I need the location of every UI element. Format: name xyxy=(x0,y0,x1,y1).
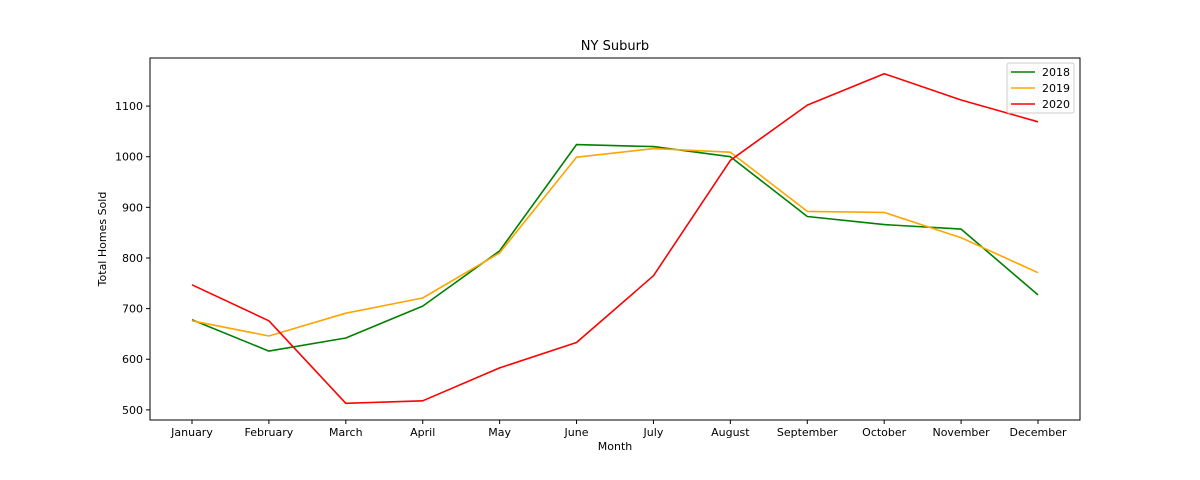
y-axis-label: Total Homes Sold xyxy=(96,192,109,288)
plot-frame xyxy=(149,57,1081,421)
x-tick-label: January xyxy=(170,426,213,439)
series-line-2018 xyxy=(191,143,1039,352)
series-line-2020 xyxy=(191,72,1039,405)
y-tick-label: 600 xyxy=(122,353,143,366)
legend-label-2020: 2020 xyxy=(1042,98,1070,111)
x-tick-label: December xyxy=(1009,426,1067,439)
y-tick-label: 500 xyxy=(122,404,143,417)
y-tick-label: 700 xyxy=(122,303,143,316)
legend-box xyxy=(1006,62,1075,114)
y-axis-ticks: 500 600 700 800 900 1000 1100 xyxy=(115,100,150,417)
x-tick-label: July xyxy=(643,426,664,439)
legend-label-2018: 2018 xyxy=(1042,66,1070,79)
x-tick-label: October xyxy=(862,426,906,439)
legend: 2018 2019 2020 xyxy=(1006,62,1075,114)
legend-label-2019: 2019 xyxy=(1042,82,1070,95)
x-axis-ticks: January February March April May June July Augu… xyxy=(170,420,1067,439)
x-tick-label: May xyxy=(488,426,511,439)
x-tick-label: April xyxy=(410,426,435,439)
x-axis-label: Month xyxy=(598,440,633,453)
series-lines xyxy=(191,72,1039,405)
x-tick-label: September xyxy=(777,426,838,439)
y-tick-label: 1100 xyxy=(115,100,143,113)
y-tick-label: 1000 xyxy=(115,151,143,164)
series-line-2019 xyxy=(191,147,1039,337)
chart-title: NY Suburb xyxy=(581,39,649,54)
y-tick-label: 900 xyxy=(122,201,143,214)
y-tick-label: 800 xyxy=(122,252,143,265)
x-tick-label: June xyxy=(564,426,589,439)
x-tick-label: February xyxy=(245,426,294,439)
x-tick-label: November xyxy=(932,426,990,439)
x-tick-label: August xyxy=(711,426,750,439)
x-tick-label: March xyxy=(329,426,363,439)
